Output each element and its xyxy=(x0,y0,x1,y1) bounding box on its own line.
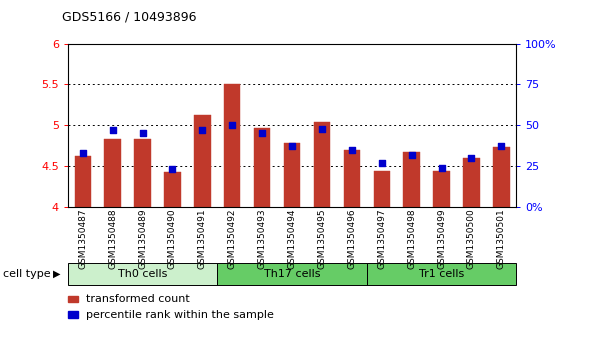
Bar xyxy=(104,139,121,207)
Bar xyxy=(254,128,270,207)
Text: GSM1350490: GSM1350490 xyxy=(168,209,177,269)
Bar xyxy=(373,171,390,207)
Bar xyxy=(164,172,181,207)
Bar xyxy=(74,156,91,207)
Text: GSM1350499: GSM1350499 xyxy=(437,209,446,269)
Point xyxy=(497,143,506,149)
Point xyxy=(138,130,148,136)
Point xyxy=(198,127,207,133)
Text: GSM1350493: GSM1350493 xyxy=(258,209,267,269)
Text: Tr1 cells: Tr1 cells xyxy=(419,269,464,279)
Bar xyxy=(493,147,510,207)
Text: GSM1350496: GSM1350496 xyxy=(348,209,356,269)
Text: GSM1350487: GSM1350487 xyxy=(78,209,87,269)
Text: GSM1350497: GSM1350497 xyxy=(377,209,386,269)
Point xyxy=(78,150,87,156)
Text: transformed count: transformed count xyxy=(86,294,189,304)
Point xyxy=(437,165,446,171)
Bar xyxy=(343,150,360,207)
Text: GSM1350489: GSM1350489 xyxy=(138,209,147,269)
Point xyxy=(377,160,386,166)
Bar xyxy=(194,115,211,207)
Bar xyxy=(314,122,330,207)
Text: GDS5166 / 10493896: GDS5166 / 10493896 xyxy=(62,11,196,24)
Point xyxy=(287,143,297,149)
Text: ▶: ▶ xyxy=(53,269,61,279)
Bar xyxy=(404,152,420,207)
Text: GSM1350492: GSM1350492 xyxy=(228,209,237,269)
Point xyxy=(347,147,356,152)
Point xyxy=(257,130,267,136)
Text: percentile rank within the sample: percentile rank within the sample xyxy=(86,310,273,320)
Text: GSM1350501: GSM1350501 xyxy=(497,209,506,269)
Point xyxy=(228,122,237,128)
Bar xyxy=(433,171,450,207)
Point xyxy=(108,127,117,133)
Text: GSM1350491: GSM1350491 xyxy=(198,209,207,269)
Text: GSM1350500: GSM1350500 xyxy=(467,209,476,269)
Bar xyxy=(135,139,151,207)
Text: Th17 cells: Th17 cells xyxy=(264,269,320,279)
Point xyxy=(168,166,177,172)
Point xyxy=(467,155,476,161)
Text: Th0 cells: Th0 cells xyxy=(118,269,168,279)
Point xyxy=(317,126,327,131)
Text: cell type: cell type xyxy=(3,269,51,279)
Bar xyxy=(284,143,300,207)
Text: GSM1350488: GSM1350488 xyxy=(108,209,117,269)
Text: GSM1350495: GSM1350495 xyxy=(317,209,326,269)
Point xyxy=(407,152,417,158)
Text: GSM1350494: GSM1350494 xyxy=(287,209,297,269)
Bar xyxy=(463,158,480,207)
Text: GSM1350498: GSM1350498 xyxy=(407,209,416,269)
Bar xyxy=(224,84,241,207)
